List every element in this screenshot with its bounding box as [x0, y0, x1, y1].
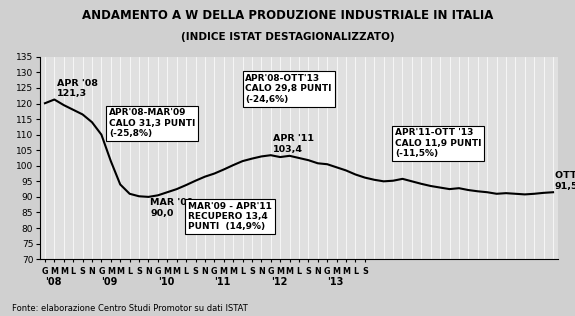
Text: MAR '09
90,0: MAR '09 90,0 [150, 198, 194, 218]
Text: ANDAMENTO A W DELLA PRODUZIONE INDUSTRIALE IN ITALIA: ANDAMENTO A W DELLA PRODUZIONE INDUSTRIA… [82, 9, 493, 22]
Text: '12: '12 [271, 277, 287, 287]
Text: '13: '13 [327, 277, 344, 287]
Text: APR'08-MAR'09
CALO 31,3 PUNTI
(-25,8%): APR'08-MAR'09 CALO 31,3 PUNTI (-25,8%) [109, 108, 196, 138]
Text: '09: '09 [101, 277, 118, 287]
Text: '08: '08 [45, 277, 62, 287]
Text: MAR'09 - APR'11
RECUPERO 13,4
PUNTI  (14,9%): MAR'09 - APR'11 RECUPERO 13,4 PUNTI (14,… [188, 202, 272, 231]
Text: APR '11
103,4: APR '11 103,4 [273, 134, 313, 154]
Text: APR'08-OTT'13
CALO 29,8 PUNTI
(-24,6%): APR'08-OTT'13 CALO 29,8 PUNTI (-24,6%) [246, 74, 332, 104]
Text: APR'11-OTT '13
CALO 11,9 PUNTI
(-11,5%): APR'11-OTT '13 CALO 11,9 PUNTI (-11,5%) [395, 128, 481, 158]
Text: (INDICE ISTAT DESTAGIONALIZZATO): (INDICE ISTAT DESTAGIONALIZZATO) [181, 32, 394, 42]
Text: OTT '13
91,5: OTT '13 91,5 [555, 171, 575, 191]
Text: '10: '10 [158, 277, 174, 287]
Text: Fonte: elaborazione Centro Studi Promotor su dati ISTAT: Fonte: elaborazione Centro Studi Promoto… [12, 304, 247, 313]
Text: '11: '11 [214, 277, 231, 287]
Text: APR '08
121,3: APR '08 121,3 [57, 79, 98, 98]
